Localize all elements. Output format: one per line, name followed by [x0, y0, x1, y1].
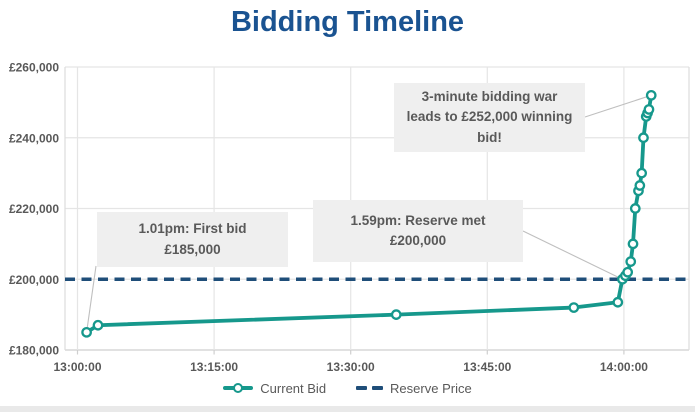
legend: Current Bid Reserve Price	[0, 378, 695, 398]
legend-item-reserve-price[interactable]: Reserve Price	[356, 381, 472, 396]
data-point-marker	[645, 89, 657, 101]
legend-label-reserve-price: Reserve Price	[390, 380, 472, 396]
data-point-marker	[643, 104, 655, 115]
annotation-leader-line	[584, 94, 652, 118]
y-tick-label: £240,000	[9, 131, 59, 145]
reserve-price-dash-swatch	[356, 386, 384, 390]
x-tick-label: 14:00:00	[600, 360, 648, 374]
data-point-marker	[92, 319, 104, 331]
x-tick-label: 13:30:00	[327, 360, 375, 374]
annotation-first-bid: 1.01pm: First bid £185,000	[97, 212, 288, 267]
data-point-marker	[625, 256, 637, 267]
data-point-marker	[636, 167, 648, 179]
data-point-marker	[622, 266, 634, 278]
annotation-bidding-war: 3-minute bidding war leads to £252,000 w…	[394, 83, 585, 152]
legend-label-current-bid: Current Bid	[260, 380, 327, 396]
data-point-marker	[638, 132, 649, 144]
annotation-leader-line	[522, 230, 623, 280]
data-point-marker	[629, 203, 641, 214]
bottom-strip	[0, 406, 695, 412]
y-tick-label: £200,000	[9, 273, 59, 287]
x-tick-label: 13:45:00	[463, 360, 511, 374]
current-bid-line-swatch	[223, 383, 254, 393]
data-point-marker	[568, 302, 580, 313]
data-point-marker	[634, 180, 646, 191]
annotation-reserve-met: 1.59pm: Reserve met £200,000	[313, 200, 523, 262]
x-tick-label: 13:15:00	[190, 360, 238, 374]
x-tick-label: 13:00:00	[53, 360, 101, 374]
data-point-marker	[627, 238, 639, 250]
data-point-marker	[612, 296, 624, 308]
annotation-leader-line	[86, 265, 97, 333]
y-tick-label: £220,000	[9, 202, 59, 216]
data-point-marker	[81, 326, 92, 338]
legend-item-current-bid[interactable]: Current Bid	[223, 381, 326, 396]
chart-title: Bidding Timeline	[230, 6, 465, 38]
y-tick-label: £180,000	[9, 344, 59, 358]
data-point-marker	[390, 309, 402, 320]
y-tick-label: £260,000	[9, 61, 59, 75]
